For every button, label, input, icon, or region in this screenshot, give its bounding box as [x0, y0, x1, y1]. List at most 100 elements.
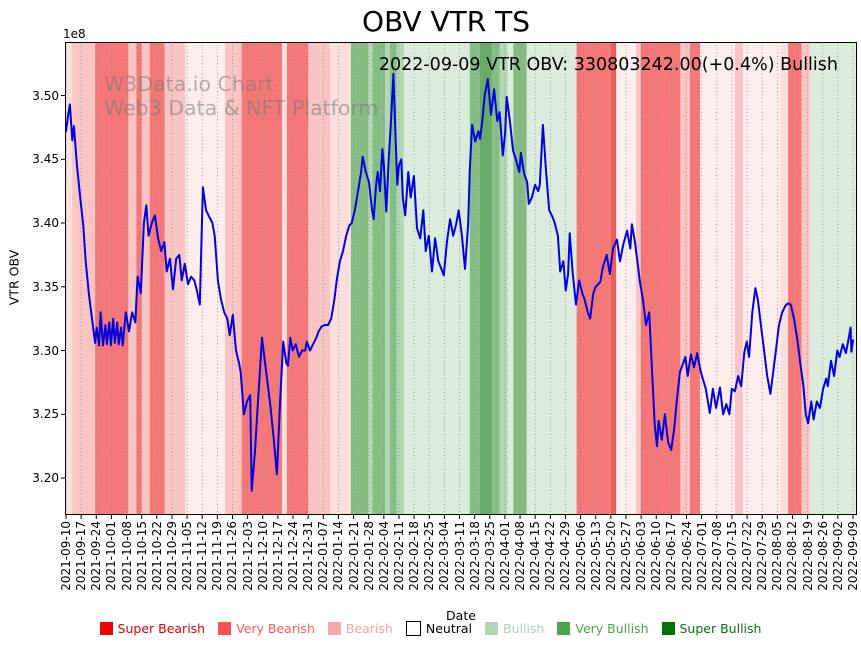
x-tick-label: 2022-02-11	[391, 521, 406, 591]
sentiment-band	[385, 42, 390, 515]
x-tick-label: 2022-04-01	[497, 521, 512, 591]
legend-label: Bullish	[503, 621, 545, 636]
y-tick-label: 3.30	[32, 343, 59, 358]
sentiment-band	[491, 42, 500, 515]
legend-label: Super Bearish	[117, 621, 206, 636]
x-tick-label: 2021-09-17	[74, 521, 89, 591]
x-tick-label: 2022-01-07	[316, 521, 331, 591]
legend-swatch-icon	[327, 622, 341, 635]
x-tick-label: 2021-10-01	[104, 521, 119, 591]
legend-item-super-bullish: Super Bullish	[661, 621, 762, 636]
watermark-line2: Web3 Data & NFT Platform	[104, 96, 379, 120]
legend-item-bullish: Bullish	[485, 621, 544, 636]
x-tick-label: 2021-10-08	[119, 521, 134, 591]
x-tick-label: 2022-03-11	[452, 521, 467, 591]
x-tick-label: 2021-10-29	[164, 521, 179, 591]
legend-label: Neutral	[425, 621, 472, 636]
x-axis-label: Date	[446, 608, 476, 623]
legend-item-very-bullish: Very Bullish	[557, 621, 649, 636]
sentiment-band	[286, 42, 309, 515]
sentiment-band	[225, 42, 242, 515]
sentiment-band	[640, 42, 681, 515]
y-axis-offset-label: 1e8	[63, 27, 86, 41]
sentiment-legend: Super Bearish Very Bearish Bearish Neutral B…	[0, 621, 861, 636]
x-tick-label: 2022-03-04	[437, 521, 452, 591]
sentiment-band	[507, 42, 514, 515]
sentiment-band	[308, 42, 331, 515]
y-tick-label: 3.40	[32, 216, 59, 231]
sentiment-band	[149, 42, 165, 515]
x-tick-label: 2022-06-03	[634, 521, 649, 591]
x-tick-label: 2022-07-15	[724, 521, 739, 591]
sentiment-band	[788, 42, 802, 515]
x-tick-label: 2022-07-08	[709, 521, 724, 591]
x-tick-label: 2021-09-10	[59, 521, 73, 591]
sentiment-band	[526, 42, 577, 515]
legend-swatch-icon	[405, 621, 421, 636]
x-tick-label: 2022-07-22	[740, 521, 755, 591]
watermark-line1: W3Data.io Chart	[104, 72, 274, 96]
x-tick-label: 2022-04-29	[558, 521, 573, 591]
x-tick-label: 2022-02-04	[376, 521, 391, 591]
sentiment-band	[610, 42, 617, 515]
legend-label: Super Bullish	[679, 621, 762, 636]
x-tick-label: 2022-08-12	[785, 521, 800, 591]
sentiment-band	[616, 42, 636, 515]
y-tick-label: 3.45	[32, 152, 59, 167]
sentiment-band	[480, 42, 492, 515]
plot-area	[61, 42, 857, 519]
legend-swatch-icon	[99, 622, 113, 635]
sentiment-band	[469, 42, 480, 515]
x-tick-label: 2021-11-12	[195, 521, 210, 591]
x-tick-label: 2021-11-26	[225, 521, 240, 591]
x-tick-label: 2022-07-29	[755, 521, 770, 591]
x-tick-label: 2022-04-08	[513, 521, 528, 591]
sentiment-band	[743, 42, 781, 515]
axes-border	[65, 42, 857, 515]
x-tick-label: 2021-10-22	[149, 521, 164, 591]
legend-item-very-bearish: Very Bearish	[218, 621, 315, 636]
sentiment-band	[396, 42, 404, 515]
x-tick-label: 2022-05-06	[573, 521, 588, 591]
sentiment-band	[65, 42, 73, 515]
x-tick-label: 2022-02-18	[407, 521, 422, 591]
x-tick-label: 2021-10-15	[134, 521, 149, 591]
sentiment-band	[810, 42, 857, 515]
sentiment-band	[136, 42, 142, 515]
plot-svg	[61, 42, 857, 519]
sentiment-band	[241, 42, 282, 515]
x-tick-label: 2022-09-02	[830, 521, 845, 591]
x-tick-label: 2022-03-18	[467, 521, 482, 591]
sentiment-band	[282, 42, 287, 515]
x-tick-label: 2021-12-31	[301, 521, 316, 591]
sentiment-band	[404, 42, 470, 515]
sentiment-band	[735, 42, 743, 515]
sentiment-band	[141, 42, 150, 515]
x-tick-label: 2022-02-25	[422, 521, 437, 591]
sentiment-band	[576, 42, 611, 515]
legend-swatch-icon	[557, 622, 571, 635]
y-tick-label: 3.25	[32, 407, 59, 422]
x-tick-label: 2022-05-13	[588, 521, 603, 591]
x-tick-label: 2021-09-24	[89, 521, 104, 591]
legend-swatch-icon	[218, 622, 232, 635]
sentiment-band	[389, 42, 397, 515]
legend-item-neutral: Neutral	[405, 621, 472, 636]
legend-label: Very Bearish	[236, 621, 315, 636]
sentiment-band	[689, 42, 701, 515]
x-tick-label: 2022-08-05	[770, 521, 785, 591]
y-tick-label: 3.20	[32, 471, 59, 486]
sentiment-band	[330, 42, 351, 515]
legend-item-super-bearish: Super Bearish	[99, 621, 206, 636]
x-tick-label: 2022-08-26	[815, 521, 830, 591]
x-tick-label: 2022-05-27	[618, 521, 633, 591]
x-tick-label: 2022-08-19	[800, 521, 815, 591]
latest-value-annotation: 2022-09-09 VTR OBV: 330803242.00(+0.4%) …	[378, 55, 838, 75]
legend-swatch-icon	[485, 622, 498, 635]
x-tick-label: 2022-01-21	[346, 521, 361, 591]
sentiment-band	[368, 42, 373, 515]
x-tick-label: 2022-06-17	[664, 521, 679, 591]
x-tick-label: 2021-12-17	[270, 521, 285, 591]
x-tick-label: 2021-11-05	[180, 521, 195, 591]
